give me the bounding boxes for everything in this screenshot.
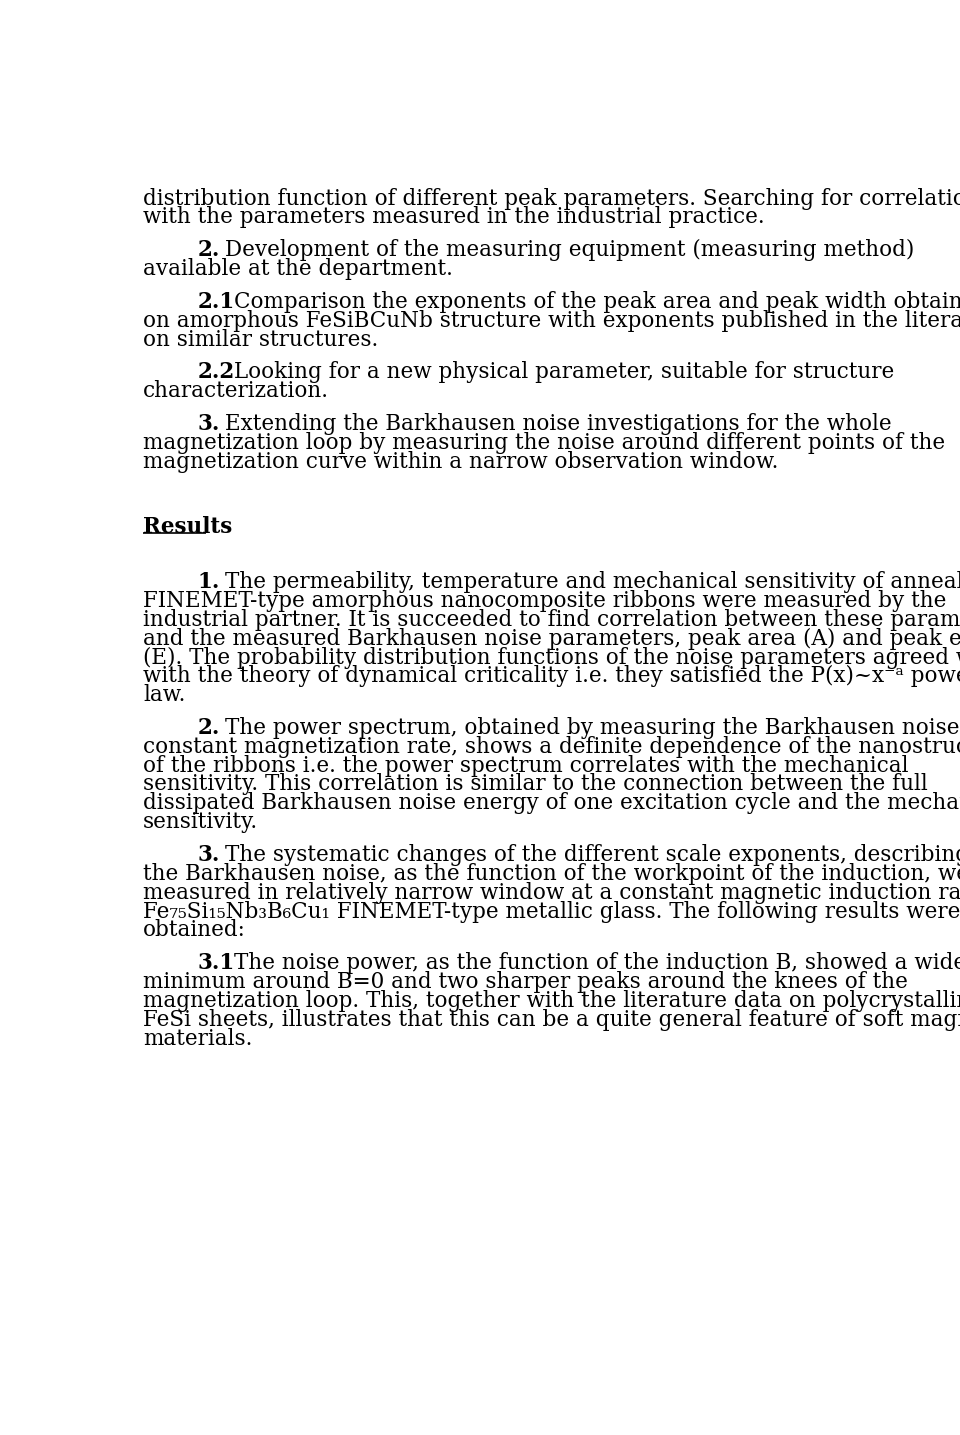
Text: 2.: 2. <box>198 240 220 261</box>
Text: of the ribbons i.e. the power spectrum correlates with the mechanical: of the ribbons i.e. the power spectrum c… <box>143 755 909 776</box>
Text: sensitivity.: sensitivity. <box>143 811 258 834</box>
Text: with the theory of dynamical criticality i.e. they satisfied the P(x)~x⁻ᵃ power: with the theory of dynamical criticality… <box>143 666 960 687</box>
Text: measured in relatively narrow window at a constant magnetic induction rate in: measured in relatively narrow window at … <box>143 881 960 904</box>
Text: Results: Results <box>143 515 232 538</box>
Text: 3.1: 3.1 <box>198 953 235 974</box>
Text: The systematic changes of the different scale exponents, describing: The systematic changes of the different … <box>225 844 960 865</box>
Text: the Barkhausen noise, as the function of the workpoint of the induction, were: the Barkhausen noise, as the function of… <box>143 862 960 885</box>
Text: on amorphous FeSiBCuNb structure with exponents published in the literature: on amorphous FeSiBCuNb structure with ex… <box>143 310 960 331</box>
Text: constant magnetization rate, shows a definite dependence of the nanostructure: constant magnetization rate, shows a def… <box>143 736 960 758</box>
Text: FeSi sheets, illustrates that this can be a quite general feature of soft magnet: FeSi sheets, illustrates that this can b… <box>143 1009 960 1030</box>
Text: law.: law. <box>143 684 185 706</box>
Text: obtained:: obtained: <box>143 920 246 941</box>
Text: Extending the Barkhausen noise investigations for the whole: Extending the Barkhausen noise investiga… <box>225 413 891 435</box>
Text: industrial partner. It is succeeded to find correlation between these parameters: industrial partner. It is succeeded to f… <box>143 608 960 631</box>
Text: Development of the measuring equipment (measuring method): Development of the measuring equipment (… <box>225 240 914 261</box>
Text: 3.: 3. <box>198 413 220 435</box>
Text: The noise power, as the function of the induction B, showed a wide: The noise power, as the function of the … <box>233 953 960 974</box>
Text: magnetization loop. This, together with the literature data on polycrystalline: magnetization loop. This, together with … <box>143 990 960 1012</box>
Text: dissipated Barkhausen noise energy of one excitation cycle and the mechanical: dissipated Barkhausen noise energy of on… <box>143 792 960 814</box>
Text: magnetization curve within a narrow observation window.: magnetization curve within a narrow obse… <box>143 451 779 472</box>
Text: (E). The probability distribution functions of the noise parameters agreed well: (E). The probability distribution functi… <box>143 646 960 669</box>
Text: FINEMET-type amorphous nanocomposite ribbons were measured by the: FINEMET-type amorphous nanocomposite rib… <box>143 590 947 611</box>
Text: minimum around B=0 and two sharper peaks around the knees of the: minimum around B=0 and two sharper peaks… <box>143 971 908 993</box>
Text: 2.: 2. <box>198 718 220 739</box>
Text: and the measured Barkhausen noise parameters, peak area (A) and peak energy: and the measured Barkhausen noise parame… <box>143 627 960 650</box>
Text: 1.: 1. <box>198 571 220 593</box>
Text: 2.2: 2.2 <box>198 362 235 383</box>
Text: materials.: materials. <box>143 1027 252 1049</box>
Text: The permeability, temperature and mechanical sensitivity of annealed: The permeability, temperature and mechan… <box>225 571 960 593</box>
Text: magnetization loop by measuring the noise around different points of the: magnetization loop by measuring the nois… <box>143 432 946 453</box>
Text: Fe₇₅Si₁₅Nb₃B₆Cu₁ FINEMET-type metallic glass. The following results were: Fe₇₅Si₁₅Nb₃B₆Cu₁ FINEMET-type metallic g… <box>143 901 960 923</box>
Text: characterization.: characterization. <box>143 380 329 402</box>
Text: on similar structures.: on similar structures. <box>143 329 378 350</box>
Text: 3.: 3. <box>198 844 220 865</box>
Text: with the parameters measured in the industrial practice.: with the parameters measured in the indu… <box>143 207 765 228</box>
Text: Comparison the exponents of the peak area and peak width obtained: Comparison the exponents of the peak are… <box>233 291 960 313</box>
Text: 2.1: 2.1 <box>198 291 235 313</box>
Text: available at the department.: available at the department. <box>143 258 453 280</box>
Text: sensitivity. This correlation is similar to the connection between the full: sensitivity. This correlation is similar… <box>143 773 928 795</box>
Text: The power spectrum, obtained by measuring the Barkhausen noise at: The power spectrum, obtained by measurin… <box>225 718 960 739</box>
Text: Looking for a new physical parameter, suitable for structure: Looking for a new physical parameter, su… <box>233 362 894 383</box>
Text: distribution function of different peak parameters. Searching for correlation: distribution function of different peak … <box>143 188 960 210</box>
